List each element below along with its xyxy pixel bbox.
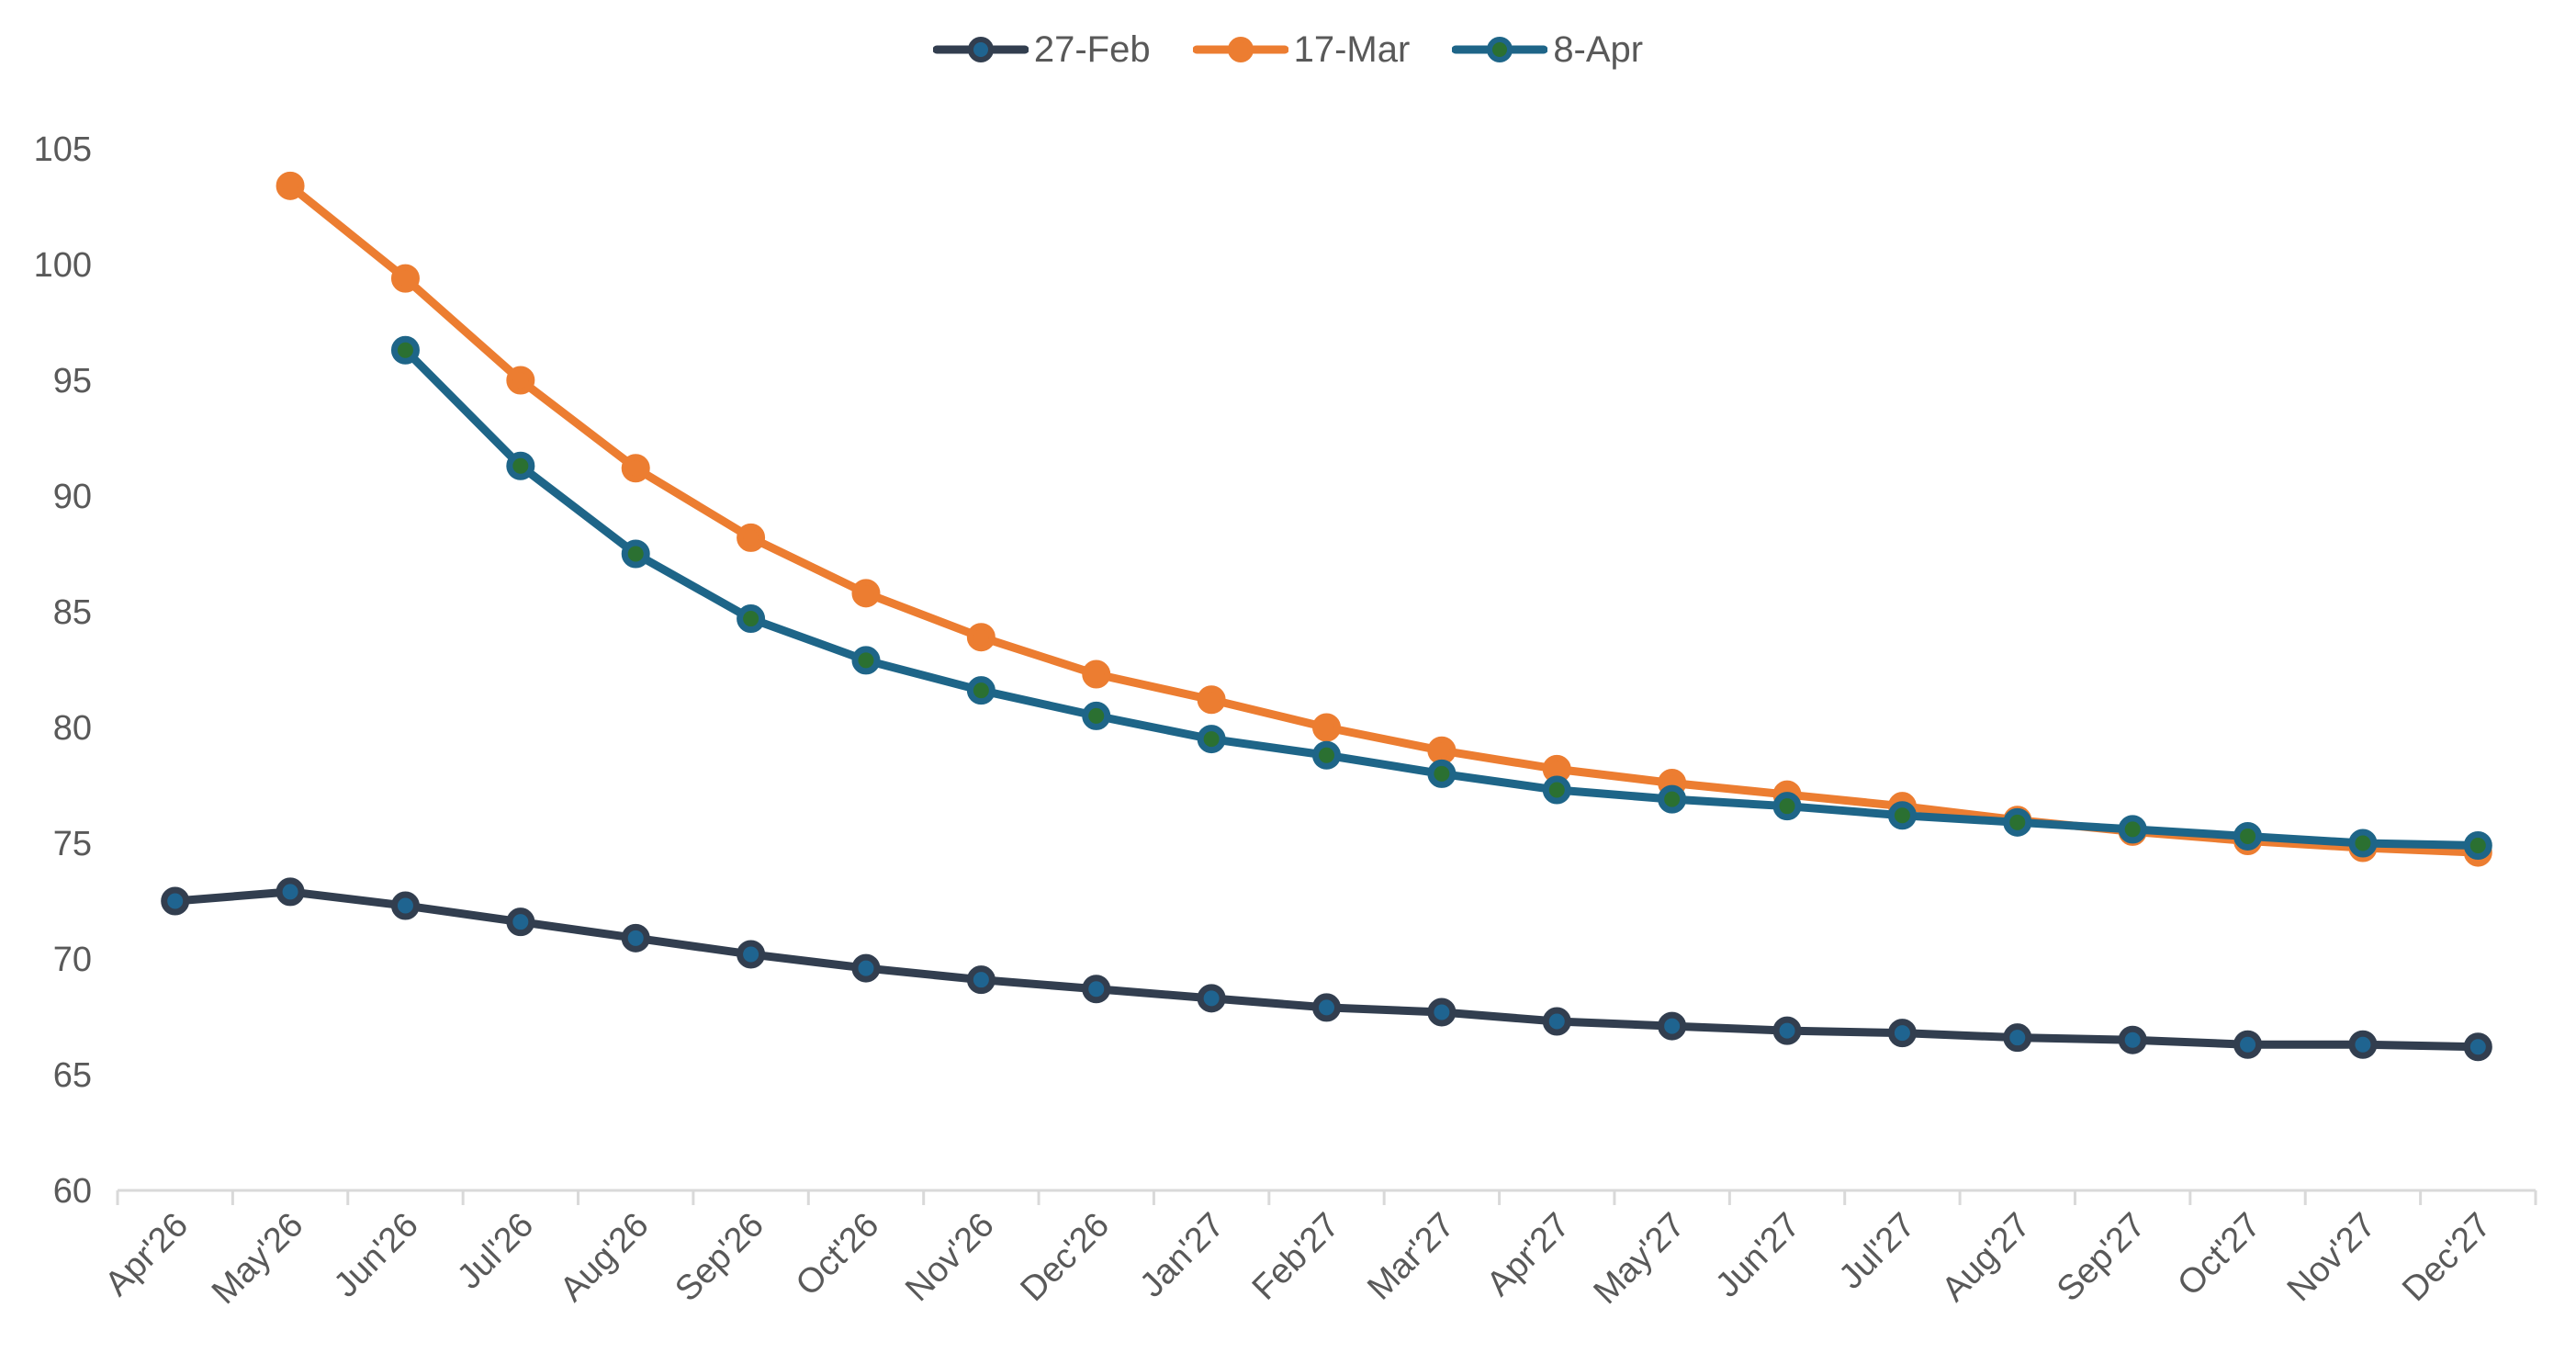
series-marker-27-Feb: [2118, 1025, 2147, 1054]
series-marker-27-Feb: [621, 923, 650, 953]
series-marker-27-Feb: [1312, 993, 1341, 1022]
x-axis-tick-label: May'26: [205, 1206, 310, 1312]
legend-swatch-17-mar: [1192, 37, 1288, 62]
series-marker-27-Feb: [390, 891, 420, 920]
series-marker-8-Apr: [390, 335, 420, 365]
legend-marker-sample: [967, 37, 994, 62]
x-axis-tick-label: Dec'27: [2395, 1206, 2499, 1310]
series-marker-17-Mar: [390, 264, 420, 293]
series-marker-27-Feb: [2003, 1023, 2032, 1053]
legend-swatch-8-apr: [1452, 37, 1548, 62]
series-marker-8-Apr: [1197, 725, 1226, 754]
series-marker-8-Apr: [2118, 815, 2147, 844]
x-axis-tick-label: Sep'27: [2050, 1206, 2154, 1310]
x-axis-tick-label: Sep'26: [668, 1206, 771, 1310]
series-marker-8-Apr: [1427, 759, 1457, 788]
series-marker-8-Apr: [1082, 701, 1111, 730]
x-axis-tick-label: Jun'26: [327, 1206, 426, 1305]
x-axis-tick-label: Feb'27: [1245, 1206, 1347, 1308]
series-marker-8-Apr: [1542, 775, 1571, 805]
y-axis-tick-label: 95: [53, 362, 92, 400]
series-marker-27-Feb: [1082, 975, 1111, 1004]
legend-item-8-apr: 8-Apr: [1452, 31, 1643, 68]
y-axis-tick-label: 75: [53, 825, 92, 863]
series-marker-27-Feb: [1887, 1019, 1917, 1048]
series-marker-27-Feb: [1542, 1007, 1571, 1036]
series-marker-27-Feb: [276, 877, 305, 907]
y-axis-tick-label: 70: [53, 941, 92, 979]
legend-item-17-mar: 17-Mar: [1192, 29, 1411, 70]
series-marker-27-Feb: [1658, 1011, 1687, 1041]
series-marker-27-Feb: [1427, 998, 1457, 1027]
legend-swatch-27-feb: [932, 37, 1029, 62]
series-marker-17-Mar: [506, 366, 535, 395]
legend-label-8-apr: 8-Apr: [1553, 29, 1644, 70]
series-marker-17-Mar: [1082, 659, 1111, 689]
x-axis-tick-label: Oct'27: [2170, 1206, 2268, 1304]
series-marker-27-Feb: [1772, 1016, 1802, 1045]
series-marker-8-Apr: [1887, 801, 1917, 830]
series-marker-8-Apr: [1312, 740, 1341, 770]
series-marker-27-Feb: [506, 907, 535, 937]
x-axis-tick-label: Mar'27: [1360, 1206, 1462, 1308]
legend-label-27-feb: 27-Feb: [1033, 29, 1151, 70]
y-axis-tick-label: 65: [53, 1056, 92, 1095]
series-marker-17-Mar: [621, 454, 650, 483]
series-marker-17-Mar: [851, 579, 881, 608]
legend-label-17-mar: 17-Mar: [1293, 29, 1411, 70]
series-marker-27-Feb: [851, 953, 881, 983]
series-marker-17-Mar: [1197, 685, 1226, 715]
y-axis-tick-label: 85: [53, 593, 92, 632]
series-marker-17-Mar: [737, 523, 766, 552]
x-axis-tick-label: Jan'27: [1132, 1206, 1232, 1305]
x-axis-tick-label: May'27: [1587, 1206, 1693, 1312]
y-axis-tick-label: 80: [53, 709, 92, 748]
series-marker-27-Feb: [2348, 1030, 2378, 1059]
series-marker-8-Apr: [2233, 821, 2263, 851]
chart-legend: 27-Feb 17-Mar 8-Apr: [0, 31, 2576, 68]
x-axis-tick-label: Oct'26: [789, 1206, 887, 1304]
x-axis-tick-label: Nov'26: [898, 1206, 1002, 1310]
x-axis-tick-label: Nov'27: [2280, 1206, 2384, 1310]
x-axis-tick-label: Jul'27: [1832, 1206, 1923, 1297]
y-axis-tick-label: 60: [53, 1172, 92, 1211]
series-marker-8-Apr: [2348, 829, 2378, 858]
series-marker-8-Apr: [2003, 807, 2032, 837]
series-marker-17-Mar: [1312, 713, 1341, 742]
legend-item-27-feb: 27-Feb: [932, 29, 1151, 70]
y-axis-tick-label: 100: [34, 246, 92, 285]
series-marker-8-Apr: [966, 676, 996, 705]
series-marker-8-Apr: [2463, 831, 2492, 861]
x-axis-tick-label: Jun'27: [1708, 1206, 1807, 1305]
series-marker-8-Apr: [506, 451, 535, 480]
series-marker-27-Feb: [161, 886, 190, 916]
series-marker-8-Apr: [1658, 784, 1687, 814]
legend-marker-sample: [1487, 37, 1513, 62]
series-line-17-Mar: [286, 181, 2482, 857]
x-axis-tick-label: Apr'27: [1479, 1206, 1578, 1304]
series-marker-27-Feb: [737, 940, 766, 969]
x-axis-tick-label: Aug'27: [1935, 1206, 2039, 1310]
y-axis-tick-label: 105: [34, 130, 92, 169]
series-marker-8-Apr: [621, 539, 650, 569]
series-marker-17-Mar: [276, 171, 305, 200]
legend-marker-sample: [1227, 37, 1254, 62]
series-marker-8-Apr: [737, 604, 766, 634]
series-marker-27-Feb: [1197, 984, 1226, 1013]
x-axis-tick-label: Apr'26: [98, 1206, 197, 1304]
series-marker-27-Feb: [2463, 1032, 2492, 1062]
series-marker-17-Mar: [1427, 736, 1457, 765]
series-marker-17-Mar: [966, 623, 996, 652]
y-axis-tick-label: 90: [53, 478, 92, 516]
series-marker-8-Apr: [851, 646, 881, 675]
series-marker-27-Feb: [2233, 1030, 2263, 1059]
x-axis-tick-label: Aug'26: [553, 1206, 657, 1310]
series-marker-8-Apr: [1772, 792, 1802, 821]
x-axis-tick-label: Jul'26: [450, 1206, 541, 1297]
x-axis-tick-label: Dec'26: [1014, 1206, 1118, 1310]
series-marker-27-Feb: [966, 965, 996, 995]
